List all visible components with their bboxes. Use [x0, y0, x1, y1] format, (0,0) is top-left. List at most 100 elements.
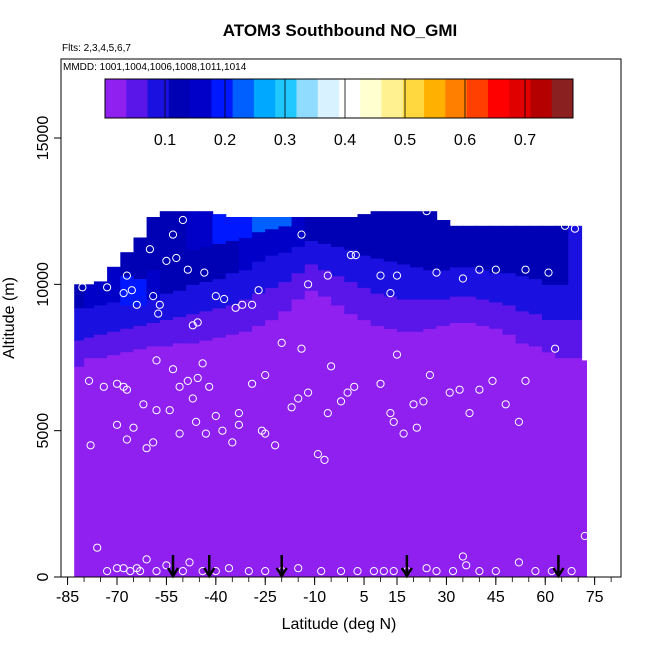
field-cell-11-0 [212, 337, 227, 577]
track-point-132 [458, 552, 467, 561]
field-cell-16-4 [278, 217, 293, 227]
field-cell-2-3 [93, 281, 108, 306]
track-point-105 [320, 455, 329, 464]
track-point-4 [122, 271, 132, 280]
colorbar-tick-label-3: 0.4 [334, 132, 356, 149]
track-point-34 [432, 268, 441, 277]
track-point-21 [231, 303, 240, 312]
field-cell-4-0 [120, 351, 135, 577]
track-point-123 [336, 567, 346, 576]
field-cell-5-1 [133, 325, 148, 350]
track-point-16 [188, 321, 197, 330]
track-point-42 [551, 344, 560, 353]
flights-note: Flts: 2,3,4,5,6,7 [62, 43, 131, 54]
track-point-31 [386, 289, 395, 298]
field-cell-8-3 [173, 255, 187, 291]
dates-note: MMDD: 1001,1004,1006,1008,1011,1014 [63, 62, 247, 73]
field-cell-12-3 [225, 240, 240, 274]
track-point-101 [261, 429, 270, 438]
field-cell-29-1 [449, 296, 464, 323]
field-cell-36-0 [541, 351, 556, 577]
track-point-57 [188, 394, 197, 403]
track-point-95 [165, 406, 174, 415]
track-point-134 [475, 567, 484, 576]
track-point-30 [376, 271, 385, 280]
field-cell-4-1 [120, 328, 135, 353]
field-cell-5-0 [133, 348, 148, 577]
track-point-90 [112, 420, 122, 429]
field-cell-25-3 [397, 211, 411, 265]
field-cell-28-0 [436, 325, 451, 577]
track-point-64 [248, 379, 257, 388]
field-cell-24-0 [383, 328, 398, 577]
track-point-72 [350, 382, 359, 391]
field-cell-10-0 [199, 339, 214, 577]
colorbar-swatch-12 [360, 79, 383, 118]
track-point-53 [152, 356, 161, 365]
track-point-97 [192, 417, 201, 426]
colorbar-swatch-10 [317, 79, 340, 118]
colorbar: 0.1 0.2 0.3 0.4 0.5 0.6 0.7 [104, 78, 574, 149]
colorbar-swatch-1 [126, 79, 149, 118]
track-point-91 [122, 435, 132, 444]
field-cell-14-0 [252, 325, 266, 577]
field-cell-2-0 [93, 357, 108, 577]
track-point-88 [521, 376, 530, 385]
field-cell-17-0 [291, 299, 306, 577]
field-cell-21-0 [344, 313, 359, 577]
track-point-119 [261, 567, 270, 576]
field-cell-22-0 [357, 319, 372, 577]
field-cell-12-2 [225, 272, 240, 306]
track-point-32 [392, 271, 402, 280]
field-cell-22-3 [357, 214, 372, 256]
field-cell-27-1 [423, 299, 438, 329]
field-cell-16-0 [278, 310, 293, 577]
field-cell-20-0 [331, 304, 345, 577]
field-cell-8-1 [173, 316, 187, 344]
field-cell-38-2 [568, 225, 583, 320]
field-cell-24-3 [383, 211, 398, 262]
colorbar-swatch-16 [445, 79, 468, 118]
track-point-71 [343, 388, 352, 397]
track-point-135 [491, 567, 500, 576]
field-cell-23-1 [370, 293, 385, 326]
track-point-51 [139, 400, 148, 409]
flight-track-points [78, 207, 589, 576]
track-point-108 [112, 564, 122, 573]
field-cell-6-0 [146, 345, 161, 577]
field-cell-26-0 [410, 331, 424, 577]
track-point-103 [287, 403, 296, 412]
colorbar-swatch-4 [190, 79, 212, 118]
field-cell-2-1 [93, 334, 108, 359]
y-tick-label-3: 15000 [35, 116, 52, 161]
y-tick-label-1: 5000 [35, 413, 52, 449]
colorbar-swatch-9 [296, 79, 319, 118]
field-cell-4-4 [120, 252, 135, 277]
field-cell-13-4 [238, 217, 253, 239]
field-cell-28-3 [436, 220, 451, 271]
field-cell-10-3 [199, 246, 214, 282]
track-point-29 [351, 251, 360, 260]
track-point-62 [218, 426, 227, 435]
colorbar-swatch-11 [339, 79, 361, 118]
field-cell-29-3 [449, 225, 464, 268]
x-tick-label-11: 75 [586, 589, 604, 606]
track-point-121 [294, 564, 303, 573]
field-cell-21-3 [344, 217, 359, 250]
field-cell-34-3 [515, 225, 530, 277]
field-cell-2-2 [93, 304, 108, 335]
field-cell-15-0 [265, 319, 279, 577]
field-cell-1-2 [84, 307, 95, 338]
track-point-56 [183, 376, 192, 385]
field-cell-13-3 [238, 237, 253, 271]
colorbar-tick-label-6: 0.7 [514, 132, 536, 149]
track-point-18 [200, 268, 209, 277]
track-point-89 [86, 441, 95, 450]
field-cell-34-2 [515, 275, 530, 312]
track-point-85 [488, 376, 497, 385]
field-cell-24-2 [383, 260, 398, 297]
track-point-19 [211, 292, 220, 301]
field-cell-16-1 [278, 281, 293, 312]
track-point-111 [136, 567, 145, 576]
field-cell-37-0 [555, 357, 569, 577]
